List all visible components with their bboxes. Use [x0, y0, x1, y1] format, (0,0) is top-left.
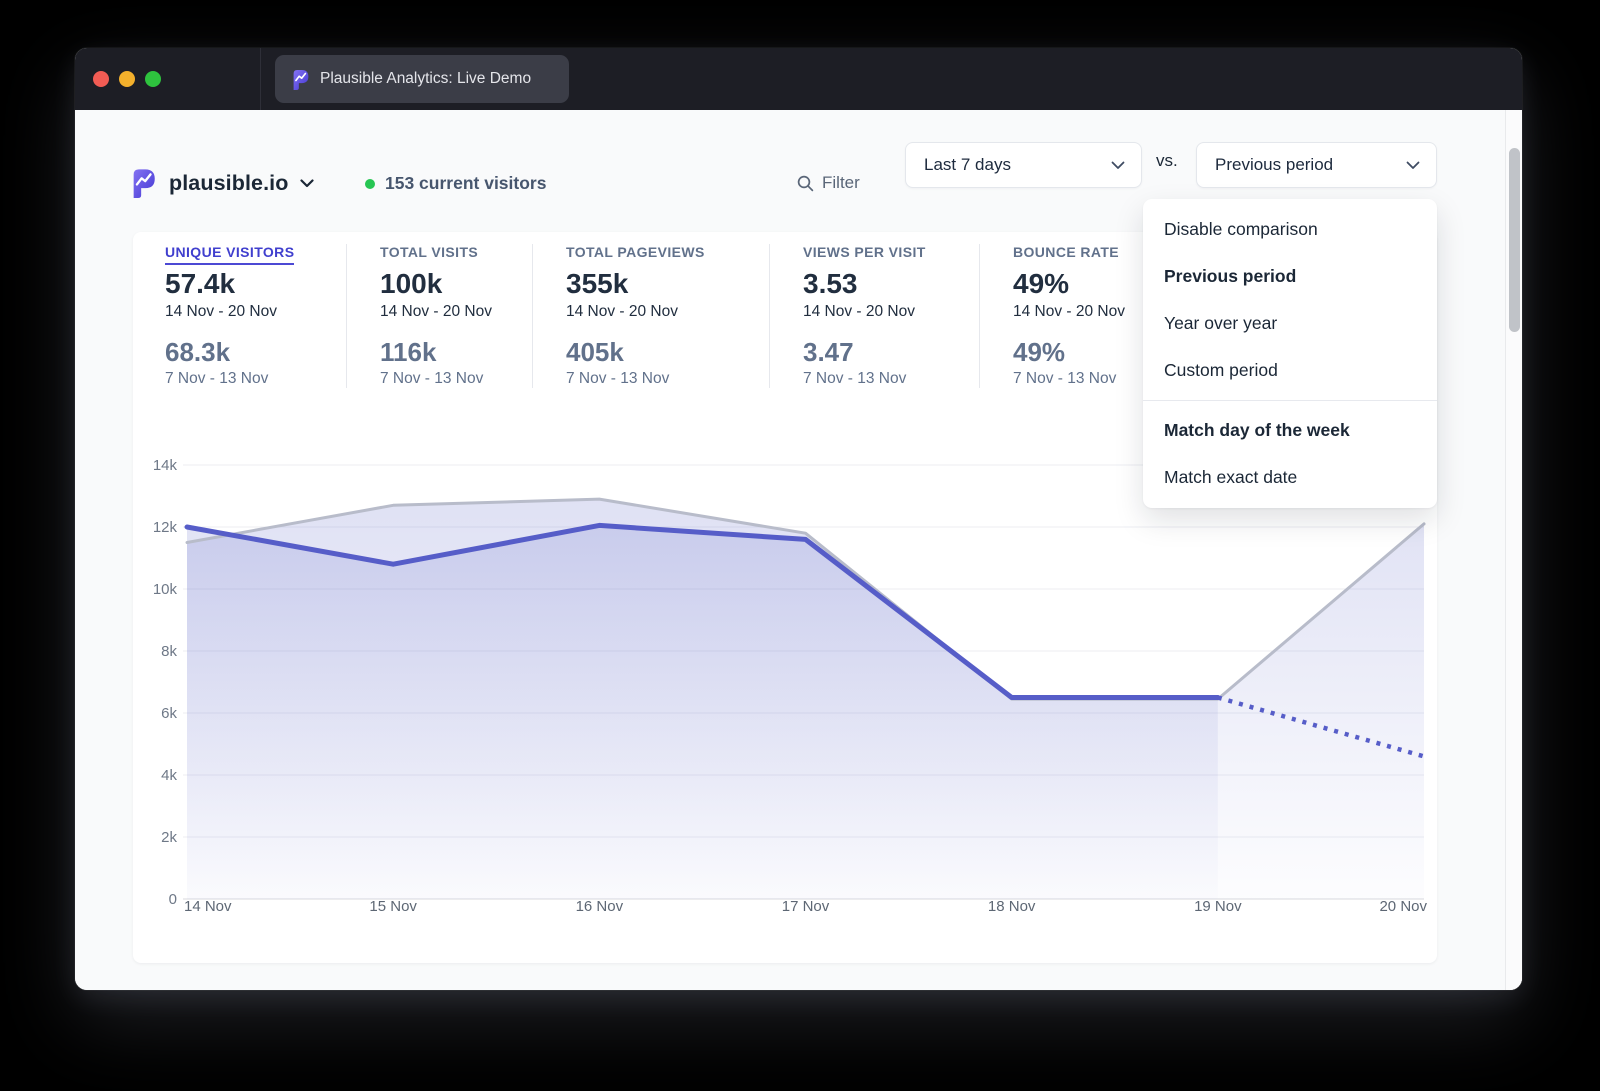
metric-label: UNIQUE VISITORS — [165, 244, 295, 265]
menu-item-year-over-year[interactable]: Year over year — [1164, 313, 1278, 333]
close-window-button[interactable] — [93, 71, 109, 87]
filter-label: Filter — [822, 173, 860, 192]
metric-value: 100k — [380, 268, 443, 299]
metric-prev-period: 7 Nov - 13 Nov — [803, 370, 907, 387]
svg-text:19 Nov: 19 Nov — [1194, 898, 1242, 915]
metric-unique-visitors[interactable]: UNIQUE VISITORS 57.4k 14 Nov - 20 Nov 68.3k… — [165, 244, 346, 388]
plausible-logo-icon — [291, 69, 310, 90]
titlebar: Plausible Analytics: Live Demo — [75, 48, 1522, 110]
tab-separator — [260, 48, 261, 110]
metric-period: 14 Nov - 20 Nov — [1013, 303, 1125, 320]
svg-text:14k: 14k — [153, 457, 178, 474]
metric-label: VIEWS PER VISIT — [803, 244, 926, 260]
metric-prev-value: 68.3k — [165, 337, 231, 367]
svg-text:17 Nov: 17 Nov — [782, 898, 830, 915]
metric-prev-value: 116k — [380, 337, 437, 367]
menu-section: Match day of the week Match exact date — [1143, 400, 1437, 501]
comparison-select[interactable]: Previous period — [1196, 142, 1437, 188]
scrollbar-thumb[interactable] — [1509, 148, 1520, 332]
metric-value: 3.53 — [803, 268, 858, 299]
chevron-down-icon — [1111, 161, 1125, 169]
current-visitors-label: 153 current visitors — [385, 173, 547, 193]
date-range-value: Last 7 days — [924, 155, 1011, 174]
filter-button[interactable]: Filter — [797, 173, 860, 193]
browser-window: Plausible Analytics: Live Demo plausible… — [75, 48, 1522, 990]
metric-period: 14 Nov - 20 Nov — [165, 303, 277, 320]
chevron-down-icon — [300, 178, 315, 187]
site-name: plausible.io — [169, 170, 289, 195]
svg-text:6k: 6k — [161, 705, 177, 722]
metric-bounce-rate[interactable]: BOUNCE RATE 49% 14 Nov - 20 Nov 49% 7 Nov - … — [979, 244, 1437, 388]
metric-prev-value: 405k — [566, 337, 624, 367]
visitors-chart: 0 2k 4k 6k 8k 10k 12k 14k 14 Nov 15 Nov 16 Nov 17 N… — [140, 445, 1432, 930]
minimize-window-button[interactable] — [119, 71, 135, 87]
metric-value: 57.4k — [165, 268, 236, 299]
comparison-dropdown-menu: Disable comparison Previous period Year ov… — [1143, 199, 1437, 508]
tab-title: Plausible Analytics: Live Demo — [320, 70, 532, 87]
metric-period: 14 Nov - 20 Nov — [380, 303, 492, 320]
live-dot-icon — [365, 178, 375, 189]
svg-text:10k: 10k — [153, 581, 178, 598]
menu-item-match-day-of-the-week[interactable]: Match day of the week — [1164, 420, 1350, 440]
metric-total-pageviews[interactable]: TOTAL PAGEVIEWS 355k 14 Nov - 20 Nov 405k 7 … — [532, 244, 769, 388]
plausible-logo-icon — [130, 168, 157, 198]
metrics-row: UNIQUE VISITORS 57.4k 14 Nov - 20 Nov 68.3k… — [133, 232, 1437, 388]
menu-item-disable-comparison[interactable]: Disable comparison — [1164, 219, 1318, 239]
line-chart[interactable]: 0 2k 4k 6k 8k 10k 12k 14k 14 Nov 15 Nov 16 Nov 17 N… — [140, 445, 1432, 930]
svg-text:8k: 8k — [161, 643, 177, 660]
svg-text:16 Nov: 16 Nov — [576, 898, 624, 915]
comparison-value: Previous period — [1215, 155, 1334, 174]
metric-prev-value: 49% — [1013, 337, 1066, 367]
metric-prev-period: 7 Nov - 13 Nov — [1013, 370, 1117, 387]
chevron-down-icon — [1406, 161, 1420, 169]
metric-prev-value: 3.47 — [803, 337, 854, 367]
metric-label: BOUNCE RATE — [1013, 244, 1120, 260]
svg-text:20 Nov: 20 Nov — [1379, 898, 1427, 915]
search-icon — [797, 175, 814, 191]
scrollbar-track[interactable] — [1505, 110, 1522, 990]
metric-value: 49% — [1013, 268, 1070, 299]
svg-text:2k: 2k — [161, 829, 177, 846]
zoom-window-button[interactable] — [145, 71, 161, 87]
menu-section: Disable comparison Previous period Year ov… — [1143, 206, 1437, 394]
svg-text:18 Nov: 18 Nov — [988, 898, 1036, 915]
svg-text:14 Nov: 14 Nov — [184, 898, 232, 915]
browser-tab[interactable]: Plausible Analytics: Live Demo — [275, 55, 569, 103]
metric-prev-period: 7 Nov - 13 Nov — [165, 370, 269, 387]
traffic-lights — [93, 48, 161, 110]
metric-value: 355k — [566, 268, 629, 299]
vs-label: vs. — [1156, 151, 1178, 170]
metric-label: TOTAL VISITS — [380, 244, 479, 260]
date-range-select[interactable]: Last 7 days — [905, 142, 1142, 188]
metric-prev-period: 7 Nov - 13 Nov — [380, 370, 484, 387]
svg-text:15 Nov: 15 Nov — [369, 898, 417, 915]
metric-label: TOTAL PAGEVIEWS — [566, 244, 705, 260]
metric-period: 14 Nov - 20 Nov — [803, 303, 915, 320]
menu-item-previous-period[interactable]: Previous period — [1164, 266, 1297, 286]
menu-item-custom-period[interactable]: Custom period — [1164, 360, 1278, 380]
dashboard-header: plausible.io 153 current visitors Filter… — [75, 110, 1505, 220]
svg-text:12k: 12k — [153, 519, 178, 536]
site-switcher[interactable]: plausible.io — [130, 168, 315, 198]
metric-total-visits[interactable]: TOTAL VISITS 100k 14 Nov - 20 Nov 116k 7 Nov… — [346, 244, 532, 388]
metric-views-per-visit[interactable]: VIEWS PER VISIT 3.53 14 Nov - 20 Nov 3.47 7 … — [769, 244, 979, 388]
metric-prev-period: 7 Nov - 13 Nov — [566, 370, 670, 387]
svg-text:4k: 4k — [161, 767, 177, 784]
metric-period: 14 Nov - 20 Nov — [566, 303, 678, 320]
page-content: plausible.io 153 current visitors Filter… — [75, 110, 1522, 990]
menu-item-match-exact-date[interactable]: Match exact date — [1164, 467, 1298, 487]
current-visitors[interactable]: 153 current visitors — [365, 173, 546, 194]
svg-text:0: 0 — [169, 891, 177, 908]
